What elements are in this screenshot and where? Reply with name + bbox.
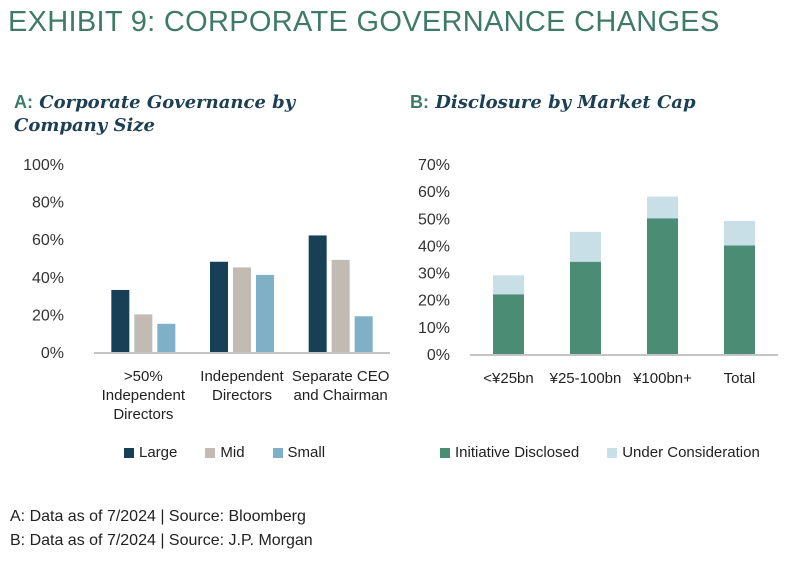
legend-b-swatch-consideration <box>607 447 618 458</box>
panel-a-bar <box>210 261 228 352</box>
panel-b-title-text: Disclosure by Market Cap <box>435 92 696 113</box>
panel-b-bar-segment <box>493 294 524 354</box>
legend-b: Initiative Disclosed Under Consideration <box>440 444 760 461</box>
panel-a-ytick-label: 20% <box>32 307 64 324</box>
panel-a-bar <box>354 316 373 352</box>
panel-a-ytick-label: 80% <box>32 195 64 212</box>
legend-b-item-disclosed: Initiative Disclosed <box>440 444 579 461</box>
panel-b-letter: B: <box>410 92 429 112</box>
legend-a-item-mid: Mid <box>205 444 245 461</box>
panel-b-bar-segment <box>647 196 678 219</box>
panel-a-category-label: Directors <box>212 387 272 404</box>
panel-a-bar <box>256 274 274 352</box>
panel-b-category-label: Total <box>724 370 756 387</box>
panel-b-bar-segment <box>724 245 755 354</box>
panel-a-category-label: >50% <box>124 368 163 385</box>
panel-a-category-label: and Chairman <box>294 387 388 404</box>
panel-a-ytick-label: 40% <box>32 270 64 287</box>
panel-b-category-label: <¥25bn <box>483 370 533 387</box>
panel-b-ytick-label: 30% <box>418 266 450 283</box>
panel-a-title-text: Corporate Governance by Company Size <box>14 92 296 136</box>
panel-b-bar-segment <box>724 221 755 246</box>
panel-a-bar <box>134 314 153 352</box>
legend-a-swatch-mid <box>205 447 216 458</box>
legend-a-item-small: Small <box>272 444 326 461</box>
panel-b-ytick-label: 10% <box>418 320 450 337</box>
legend-a-label-large: Large <box>139 444 178 461</box>
footnote-a: A: Data as of 7/2024 | Source: Bloomberg <box>10 508 306 525</box>
legend-b-label-consideration: Under Consideration <box>622 444 760 461</box>
panel-a-ytick-label: 0% <box>41 345 64 362</box>
legend-b-label-disclosed: Initiative Disclosed <box>455 444 580 461</box>
footnote-b: B: Data as of 7/2024 | Source: J.P. Morg… <box>10 532 313 549</box>
legend-a-item-large: Large <box>124 444 177 461</box>
panel-b-ytick-label: 20% <box>418 293 450 310</box>
panel-a-ytick-label: 60% <box>32 232 64 249</box>
panel-a-category-label: Independent <box>200 368 284 385</box>
panel-b-ytick-label: 0% <box>427 347 450 364</box>
panel-b-category-label: ¥100bn+ <box>632 370 692 387</box>
panel-a-bar <box>308 235 327 352</box>
panel-b-category-label: ¥25-100bn <box>549 370 622 387</box>
panel-a-ytick-label: 100% <box>23 157 64 174</box>
panel-a-category-label: Separate CEO <box>292 368 390 385</box>
panel-a-bar <box>233 267 251 352</box>
panel-b-title: B: Disclosure by Market Cap <box>410 91 770 114</box>
panel-a-letter: A: <box>14 92 33 112</box>
panel-a-category-label: Independent <box>102 387 186 404</box>
panel-b-ytick-label: 70% <box>418 157 450 174</box>
panel-b-bar-segment <box>570 231 601 262</box>
panel-b-bar-segment <box>647 218 678 354</box>
legend-a-swatch-large <box>124 447 134 458</box>
panel-a-bar <box>331 259 350 352</box>
exhibit-title: EXHIBIT 9: CORPORATE GOVERNANCE CHANGES <box>8 6 720 38</box>
panel-a-category-label: Directors <box>113 406 173 423</box>
panel-b-ytick-label: 40% <box>418 238 450 255</box>
legend-a-label-small: Small <box>287 444 326 461</box>
panel-b-ytick-label: 60% <box>418 184 450 201</box>
legend-a-label-mid: Mid <box>220 444 245 461</box>
legend-a: Large Mid Small <box>124 444 325 461</box>
panel-a-bar <box>111 289 130 352</box>
legend-b-item-consideration: Under Consideration <box>607 444 760 461</box>
panel-a-bar <box>157 323 176 352</box>
panel-b-ytick-label: 50% <box>418 211 450 228</box>
panel-b-bar-segment <box>570 261 601 354</box>
legend-a-swatch-small <box>272 447 283 458</box>
panel-a-title: A: Corporate Governance by Company Size <box>14 91 334 137</box>
legend-b-swatch-disclosed <box>440 447 450 458</box>
panel-b-bar-segment <box>493 275 524 295</box>
